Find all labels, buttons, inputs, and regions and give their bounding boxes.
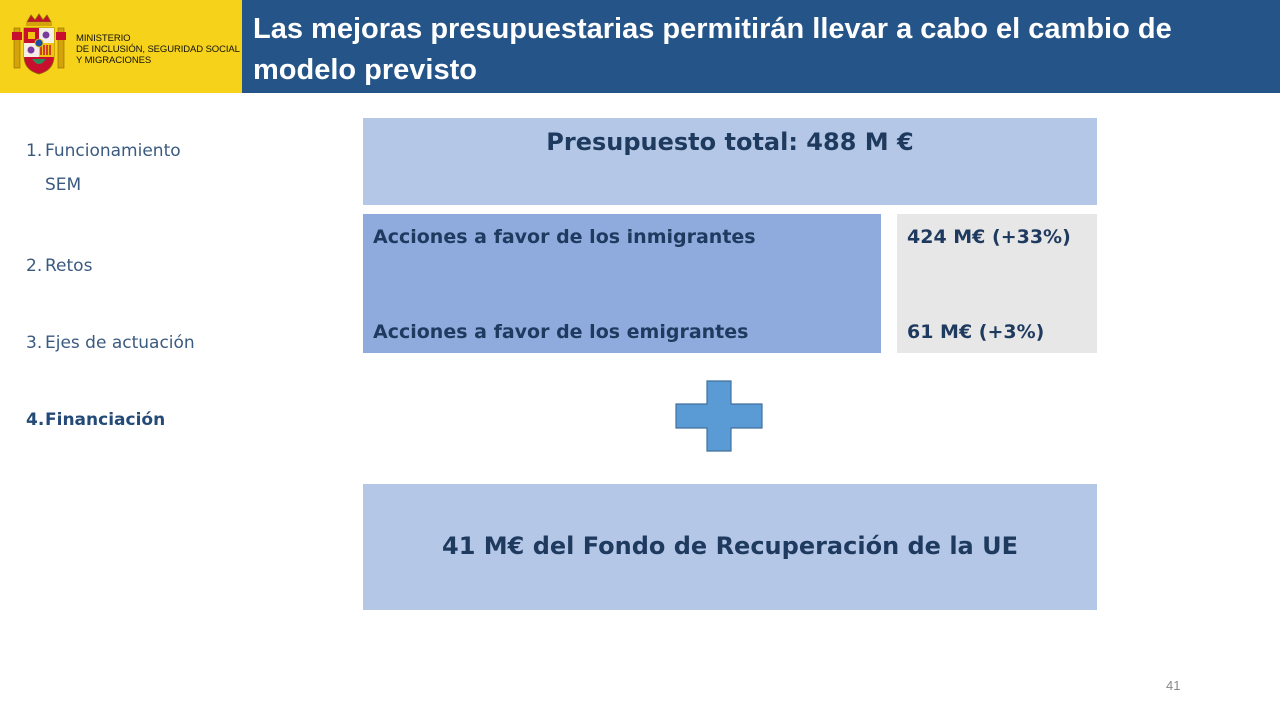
nav-item-label: Retos	[45, 256, 93, 276]
ministry-line: DE INCLUSIÓN, SEGURIDAD SOCIAL	[76, 44, 240, 55]
action-label-emigrants: Acciones a favor de los emigrantes	[373, 321, 749, 343]
page-number: 41	[1166, 678, 1181, 693]
ministry-line: MINISTERIO	[76, 33, 131, 44]
total-budget-box: Presupuesto total: 488 M €	[363, 118, 1097, 205]
action-label-immigrants: Acciones a favor de los inmigrantes	[373, 226, 756, 248]
amount-emigrants: 61 M€ (+3%)	[907, 321, 1045, 343]
nav-item-financiacion[interactable]: 4.Financiación	[26, 410, 165, 430]
nav-item-ejes[interactable]: 3. Ejes de actuación	[26, 333, 195, 353]
amounts-box: 424 M€ (+33%) 61 M€ (+3%)	[897, 214, 1097, 353]
coat-of-arms-icon	[12, 13, 66, 75]
amount-immigrants: 424 M€ (+33%)	[907, 226, 1071, 248]
plus-icon	[675, 380, 763, 452]
nav-item-label-continued: SEM	[45, 175, 82, 195]
total-budget-text: Presupuesto total: 488 M €	[546, 128, 914, 156]
ministry-logo-block: MINISTERIO DE INCLUSIÓN, SEGURIDAD SOCIA…	[0, 0, 242, 93]
nav-item-number: 1.	[26, 141, 43, 161]
recovery-fund-box: 41 M€ del Fondo de Recuperación de la UE	[363, 484, 1097, 610]
nav-item-number: 4.	[26, 410, 45, 430]
ministry-line: Y MIGRACIONES	[76, 55, 152, 66]
nav-item-retos[interactable]: 2. Retos	[26, 256, 92, 276]
title-bar: Las mejoras presupuestarias permitirán l…	[242, 0, 1280, 93]
recovery-fund-text: 41 M€ del Fondo de Recuperación de la UE	[442, 532, 1018, 560]
nav-item-funcionamiento[interactable]: 1. Funcionamiento SEM	[26, 141, 181, 195]
nav-item-label: Funcionamiento	[45, 141, 181, 161]
nav-item-number: 2.	[26, 256, 43, 276]
slide-title: Las mejoras presupuestarias permitirán l…	[253, 13, 1172, 86]
nav-item-label: Financiación	[45, 410, 166, 430]
actions-box: Acciones a favor de los inmigrantes Acci…	[363, 214, 881, 353]
nav-item-label: Ejes de actuación	[45, 333, 195, 353]
nav-item-number: 3.	[26, 333, 43, 353]
ministry-name: MINISTERIO DE INCLUSIÓN, SEGURIDAD SOCIA…	[76, 33, 240, 66]
